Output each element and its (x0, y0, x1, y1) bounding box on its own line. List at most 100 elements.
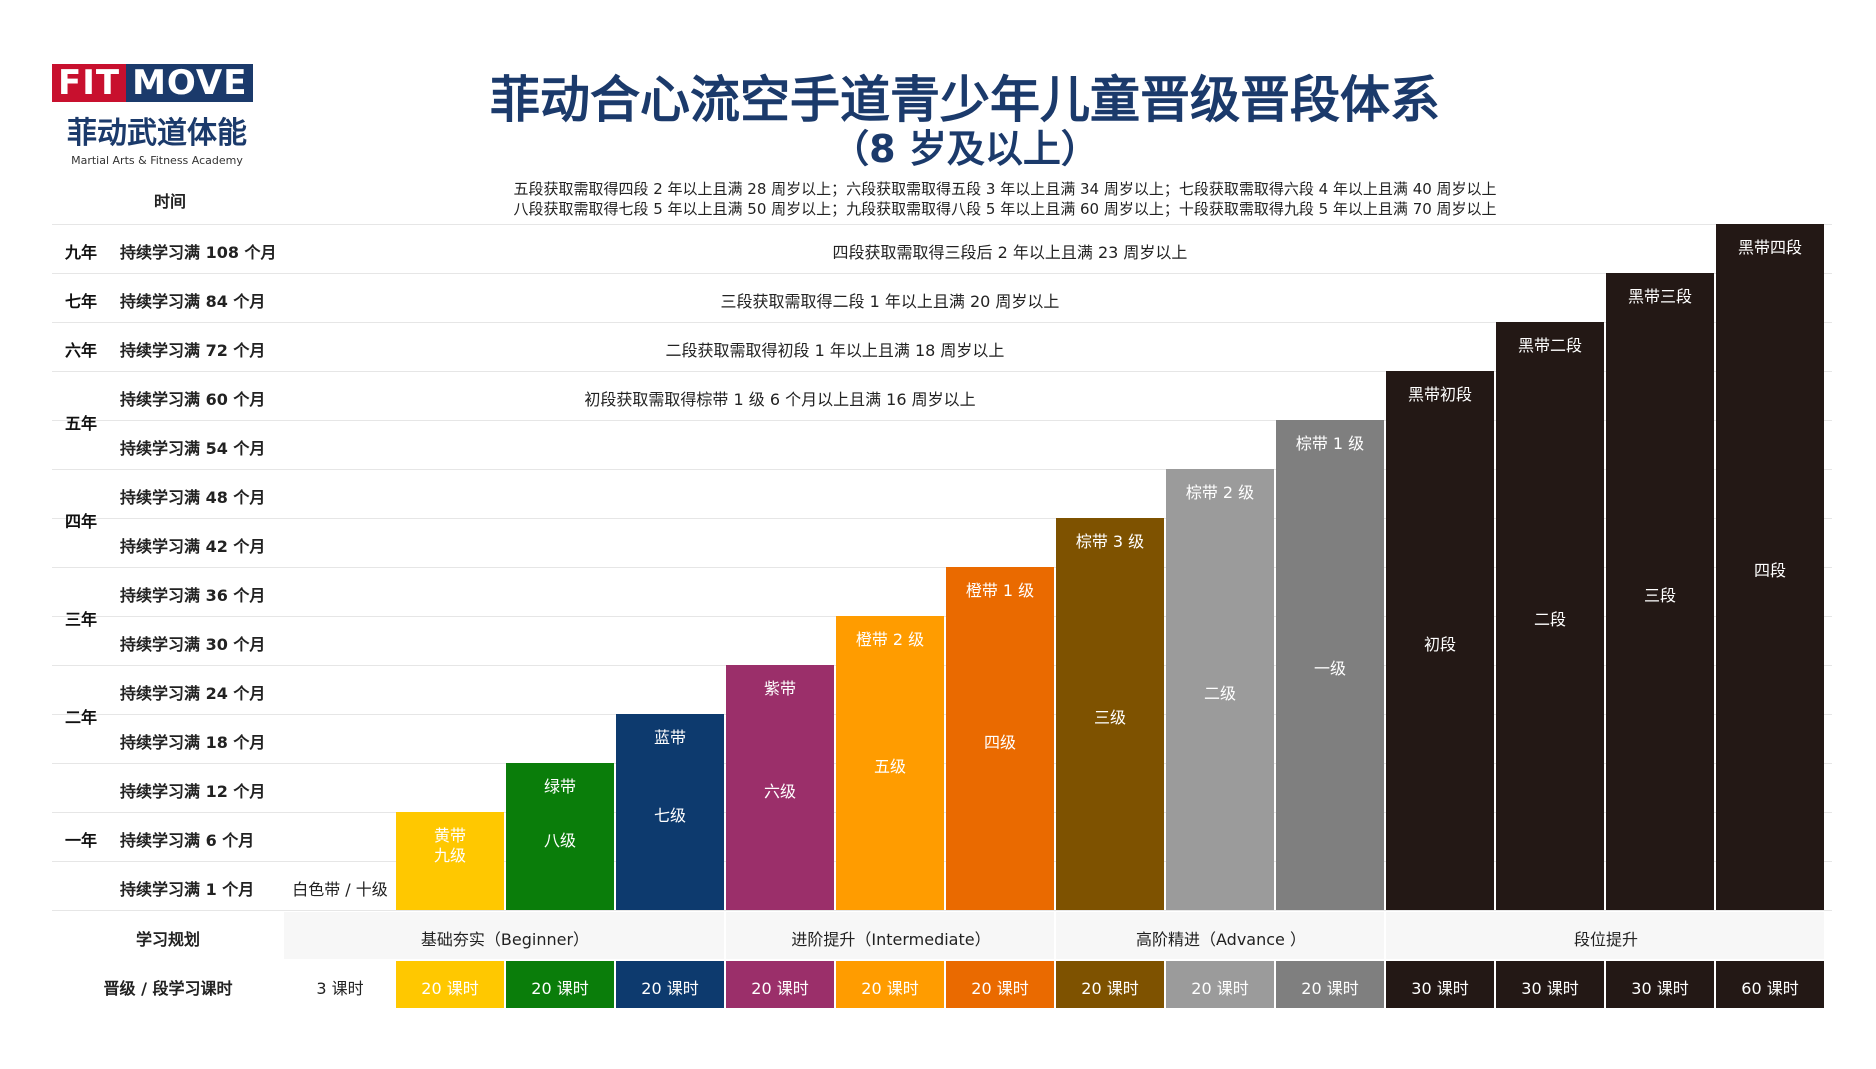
row-duration-label: 持续学习满 48 个月 (120, 488, 266, 507)
row-duration-label: 持续学习满 60 个月 (120, 390, 266, 409)
plan-stage-bg (1386, 912, 1824, 959)
row-divider (52, 518, 1832, 519)
belt-grade: 初段 (1423, 634, 1456, 654)
logo-english-name: Martial Arts & Fitness Academy (71, 154, 243, 167)
hours-value: 60 课时 (1741, 979, 1799, 998)
row-duration-label: 持续学习满 18 个月 (120, 733, 266, 752)
belt-grade: 二级 (1203, 683, 1236, 703)
row-duration-label: 持续学习满 54 个月 (120, 439, 266, 458)
year-label: 五年 (64, 414, 97, 433)
row-duration-label: 持续学习满 24 个月 (120, 684, 266, 703)
hours-cell (946, 961, 1054, 1008)
row-duration-label: 持续学习满 84 个月 (120, 292, 266, 311)
top-note-2: 八段获取需取得七段 5 年以上且满 50 周岁以上；九段获取需取得八段 5 年以… (513, 200, 1497, 218)
belt-bar: 棕带 3 级三级 (1056, 518, 1164, 910)
plan-stage-label: 段位提升 (1573, 930, 1638, 949)
hours-cell (506, 961, 614, 1008)
belt-bar: 棕带 1 级一级 (1276, 420, 1384, 910)
hours-cell (396, 961, 504, 1008)
row-divider (52, 420, 1832, 421)
belt-name: 棕带 2 级 (1185, 483, 1255, 502)
belt-bar: 黑带三段 三段 (1606, 273, 1714, 910)
row-duration-label: 持续学习满 30 个月 (120, 635, 266, 654)
hours-cell (726, 961, 834, 1008)
logo-chinese-name: 菲动武道体能 (67, 116, 247, 151)
belt-name: 黑带初段 (1407, 385, 1472, 404)
row-duration-label: 持续学习满 72 个月 (120, 341, 266, 360)
hours-value: 20 课时 (1191, 979, 1249, 998)
page-subtitle: （8 岁及以上） (831, 127, 1099, 171)
belt-name: 蓝带 (653, 728, 686, 747)
belt-bar: 黑带初段 初段 (1386, 371, 1494, 910)
belt-bar: 橙带 2 级五级 (836, 616, 944, 910)
row-divider (52, 910, 1832, 911)
hours-cell (1496, 961, 1604, 1008)
belt-name: 橙带 1 级 (965, 581, 1035, 600)
logo-move: MOVE (126, 64, 254, 102)
belt-grade: 九级 (433, 846, 466, 865)
page-title: 菲动合心流空手道青少年儿童晋级晋段体系 (490, 71, 1440, 129)
belt-name: 黑带三段 (1627, 287, 1692, 306)
year-label: 七年 (64, 291, 97, 311)
plan-stage-bg (726, 912, 1054, 959)
hours-value: 20 课时 (971, 979, 1029, 998)
belt-grade: 五级 (873, 757, 906, 776)
belt-name: 黑带四段 (1737, 238, 1802, 257)
belt-grade: 二段 (1533, 610, 1566, 629)
hours-label: 晋级 / 段学习课时 (103, 979, 233, 998)
belt-bar: 黑带二段 二段 (1496, 322, 1604, 910)
time-header: 时间 (153, 192, 186, 211)
row-duration-label: 持续学习满 12 个月 (120, 782, 266, 801)
logo-wordmark: FIT MOVE (52, 64, 262, 102)
belt-bar: 蓝带 七级 (616, 714, 724, 910)
hours-value: 30 课时 (1521, 979, 1579, 998)
year-label: 六年 (64, 340, 97, 360)
hours-value: 20 课时 (531, 979, 589, 998)
white-belt-label: 白色带 / 十级 (292, 880, 388, 899)
year-label: 九年 (64, 242, 97, 262)
row-duration-label: 持续学习满 42 个月 (120, 537, 266, 556)
row-duration-label: 持续学习满 108 个月 (120, 243, 277, 262)
row-duration-label: 持续学习满 6 个月 (120, 831, 255, 850)
plan-label: 学习规划 (135, 930, 200, 949)
hours-value: 20 课时 (421, 979, 479, 998)
belt-name: 黄带 (433, 826, 466, 845)
belt-bar: 橙带 1 级四级 (946, 567, 1054, 910)
row-duration-label: 持续学习满 36 个月 (120, 586, 266, 605)
belt-name: 绿带 (543, 777, 576, 796)
year-label: 二年 (64, 708, 97, 727)
plan-stage-label: 基础夯实（Beginner） (420, 930, 590, 949)
belt-grade: 三段 (1643, 585, 1676, 605)
belt-grade: 三级 (1093, 708, 1126, 727)
belt-grade: 四级 (983, 732, 1016, 752)
hours-value: 20 课时 (641, 979, 699, 998)
plan-stage-label: 高阶精进（Advance ） (1136, 930, 1306, 949)
hours-value: 20 课时 (1081, 979, 1139, 998)
plan-stage-label: 进阶提升（Intermediate） (791, 930, 991, 949)
belt-name: 紫带 (763, 679, 796, 698)
belt-bar: 黄带 九级 (396, 812, 504, 910)
row-duration-label: 持续学习满 1 个月 (120, 880, 255, 899)
row-divider (52, 371, 1832, 372)
hours-value: 20 课时 (1301, 979, 1359, 998)
hours-cell (836, 961, 944, 1008)
row-divider (52, 224, 1832, 225)
hours-cell (1166, 961, 1274, 1008)
hours-cell (616, 961, 724, 1008)
dan-requirement-note: 三段获取需取得二段 1 年以上且满 20 周岁以上 (720, 292, 1060, 311)
belt-grade: 一级 (1313, 659, 1346, 678)
hours-cell (1056, 961, 1164, 1008)
dan-requirement-note: 初段获取需取得棕带 1 级 6 个月以上且满 16 周岁以上 (584, 390, 976, 409)
hours-cell (1606, 961, 1714, 1008)
year-label: 一年 (64, 830, 97, 850)
row-divider (52, 273, 1832, 274)
top-note-1: 五段获取需取得四段 2 年以上且满 28 周岁以上；六段获取需取得五段 3 年以… (513, 180, 1497, 198)
belt-grade: 四段 (1753, 561, 1786, 580)
dan-requirement-note: 二段获取需取得初段 1 年以上且满 18 周岁以上 (665, 341, 1005, 360)
dan-requirement-note: 四段获取需取得三段后 2 年以上且满 23 周岁以上 (832, 243, 1188, 262)
belt-grade: 八级 (543, 830, 576, 850)
row-divider (52, 469, 1832, 470)
year-label: 四年 (64, 512, 97, 531)
year-label: 三年 (64, 610, 97, 629)
hours-cell (1386, 961, 1494, 1008)
